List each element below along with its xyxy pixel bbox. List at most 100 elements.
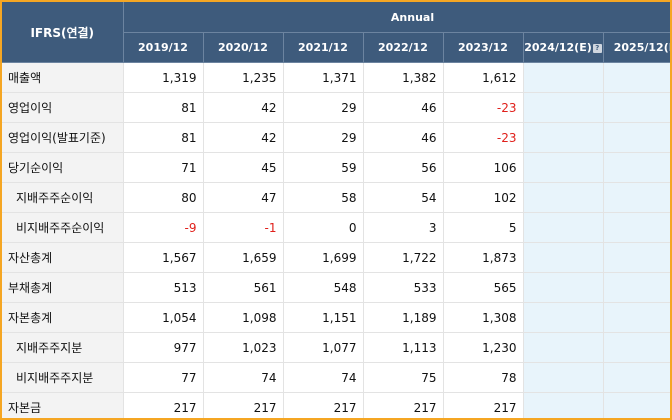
year-header-5[interactable]: 2024/12(E)? — [523, 32, 604, 63]
table-cell — [523, 152, 604, 183]
row-label: 매출액 — [2, 62, 124, 93]
table-cell: 46 — [363, 92, 444, 123]
table-cell: -23 — [443, 92, 524, 123]
table-cell: 71 — [123, 152, 204, 183]
table-cell: 58 — [283, 182, 364, 213]
table-cell: 1,308 — [443, 302, 524, 333]
table-cell: 1,612 — [443, 62, 524, 93]
table-cell: 533 — [363, 272, 444, 303]
table-row: 영업이익 81 42 29 46 -23 — [2, 92, 670, 123]
table-cell: 1,722 — [363, 242, 444, 273]
table-row: 영업이익(발표기준) 81 42 29 46 -23 — [2, 122, 670, 153]
table-cell: 1,371 — [283, 62, 364, 93]
table-cell: 59 — [283, 152, 364, 183]
table-cell — [523, 332, 604, 363]
table-cell: 513 — [123, 272, 204, 303]
table-cell: 217 — [283, 392, 364, 418]
table-cell: 77 — [123, 362, 204, 393]
period-header-annual: Annual — [123, 2, 670, 33]
year-header-6[interactable]: 2025/12(E)? — [603, 32, 670, 63]
table-body: 매출액 1,319 1,235 1,371 1,382 1,612 영업이익 81 42 29 46… — [2, 62, 670, 418]
year-header-4: 2023/12 — [443, 32, 524, 63]
row-label: 자본총계 — [2, 302, 124, 333]
table-cell — [603, 92, 670, 123]
table-row: 비지배주주지분 77 74 74 75 78 — [2, 362, 670, 393]
table-row: 자산총계 1,567 1,659 1,699 1,722 1,873 — [2, 242, 670, 273]
year-label: 2021/12 — [298, 41, 348, 54]
table-cell: 1,235 — [203, 62, 284, 93]
table-cell: 75 — [363, 362, 444, 393]
year-header-0: 2019/12 — [123, 32, 204, 63]
table-cell: 81 — [123, 122, 204, 153]
table-cell: 42 — [203, 92, 284, 123]
table-cell — [523, 302, 604, 333]
table-cell: 78 — [443, 362, 524, 393]
table-cell — [523, 212, 604, 243]
table-cell — [523, 182, 604, 213]
table-cell: 1,189 — [363, 302, 444, 333]
table-cell — [523, 272, 604, 303]
table-cell: 548 — [283, 272, 364, 303]
table-row: 비지배주주순이익 -9 -1 0 3 5 — [2, 212, 670, 243]
table-cell: 1,659 — [203, 242, 284, 273]
table-cell: 1,023 — [203, 332, 284, 363]
table-cell: 977 — [123, 332, 204, 363]
table-cell — [603, 362, 670, 393]
table-cell: 1,230 — [443, 332, 524, 363]
row-label: 부채총계 — [2, 272, 124, 303]
year-label: 2022/12 — [378, 41, 428, 54]
table-cell: 1,113 — [363, 332, 444, 363]
table-cell — [523, 62, 604, 93]
table-cell: 74 — [203, 362, 284, 393]
table-cell: 42 — [203, 122, 284, 153]
table-cell: 54 — [363, 182, 444, 213]
year-label: 2025/12(E) — [613, 41, 670, 54]
table-cell: -9 — [123, 212, 204, 243]
table-cell — [523, 242, 604, 273]
table-cell: 565 — [443, 272, 524, 303]
row-label: 지배주주순이익 — [2, 182, 124, 213]
table-row: 부채총계 513 561 548 533 565 — [2, 272, 670, 303]
table-cell — [523, 362, 604, 393]
table-cell: 1,567 — [123, 242, 204, 273]
row-label: 비지배주주순이익 — [2, 212, 124, 243]
table-cell: 1,098 — [203, 302, 284, 333]
row-label: 영업이익(발표기준) — [2, 122, 124, 153]
table-cell: 3 — [363, 212, 444, 243]
table-cell: 102 — [443, 182, 524, 213]
table-cell: 47 — [203, 182, 284, 213]
row-label: 지배주주지분 — [2, 332, 124, 363]
table-cell: 29 — [283, 92, 364, 123]
table-cell — [603, 332, 670, 363]
year-header-3: 2022/12 — [363, 32, 444, 63]
table-cell: -1 — [203, 212, 284, 243]
table-cell: 217 — [123, 392, 204, 418]
table-row: 당기순이익 71 45 59 56 106 — [2, 152, 670, 183]
table-cell — [603, 242, 670, 273]
year-header-1: 2020/12 — [203, 32, 284, 63]
estimate-help-icon[interactable]: ? — [592, 44, 602, 53]
table-cell: 1,151 — [283, 302, 364, 333]
table-cell — [523, 392, 604, 418]
accounting-standard-header: IFRS(연결) — [2, 2, 124, 63]
table-cell: 1,319 — [123, 62, 204, 93]
year-label: 2023/12 — [458, 41, 508, 54]
table-cell: 561 — [203, 272, 284, 303]
table-cell: -23 — [443, 122, 524, 153]
table-cell: 46 — [363, 122, 444, 153]
row-label: 자본금 — [2, 392, 124, 418]
table-cell: 80 — [123, 182, 204, 213]
table-cell: 1,699 — [283, 242, 364, 273]
row-label: 자산총계 — [2, 242, 124, 273]
table-row: 자본금 217 217 217 217 217 — [2, 392, 670, 418]
table-cell: 217 — [363, 392, 444, 418]
table-cell: 56 — [363, 152, 444, 183]
table-cell — [603, 62, 670, 93]
table-cell: 74 — [283, 362, 364, 393]
table-cell: 217 — [203, 392, 284, 418]
table-cell — [523, 92, 604, 123]
row-label: 당기순이익 — [2, 152, 124, 183]
table-cell: 81 — [123, 92, 204, 123]
table-cell — [603, 122, 670, 153]
